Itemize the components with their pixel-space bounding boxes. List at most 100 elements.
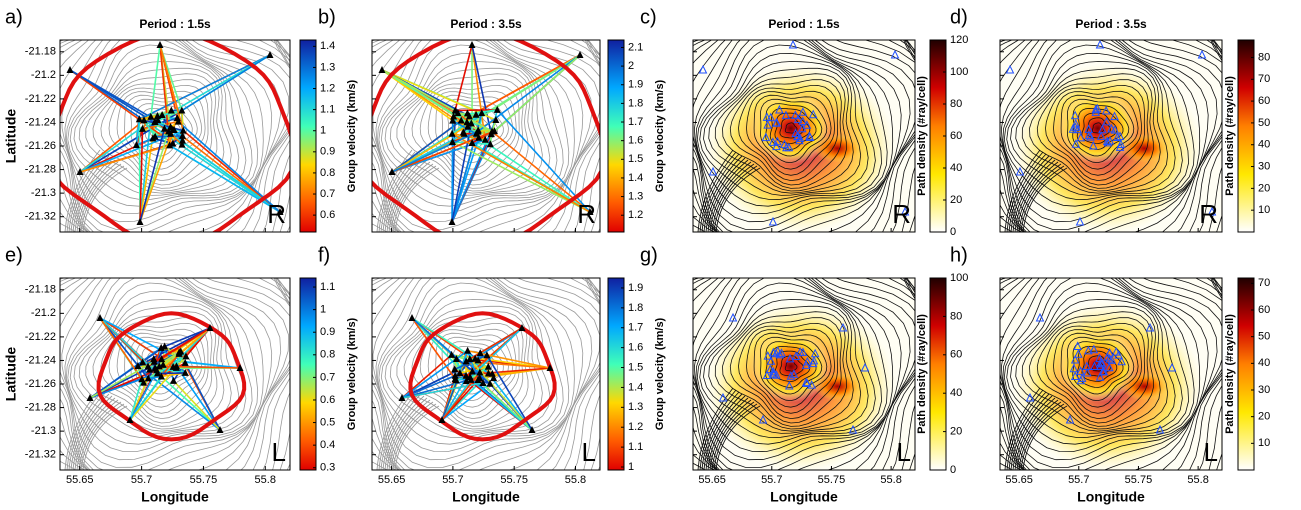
plot-frame — [999, 39, 1223, 233]
plot-frame — [59, 277, 291, 471]
colorbar-tick-label: 20 — [1258, 182, 1270, 194]
contour — [60, 278, 290, 470]
contour — [130, 98, 198, 164]
contour — [389, 299, 543, 432]
coast-contour — [713, 403, 758, 470]
contour — [722, 311, 847, 427]
colorbar-tick-label: 0.5 — [320, 416, 335, 428]
plot-frame — [371, 277, 601, 471]
ray-path — [381, 69, 497, 121]
coast-contour — [1022, 167, 1068, 232]
ray-path — [451, 133, 591, 213]
station — [763, 120, 772, 129]
contour — [389, 61, 543, 194]
contour — [1002, 278, 1195, 453]
coast-contour — [701, 391, 740, 470]
contour — [696, 278, 883, 445]
coast-contour — [386, 159, 428, 232]
contour — [696, 40, 883, 207]
ray-path — [154, 121, 281, 213]
contour — [372, 278, 584, 468]
contour — [753, 332, 832, 408]
colorbar-tick-label: 1.7 — [628, 322, 643, 334]
station — [769, 368, 778, 378]
contour — [746, 328, 835, 414]
coast-contour — [1014, 397, 1056, 470]
contour — [1021, 67, 1161, 192]
map-area — [60, 278, 290, 470]
station — [139, 124, 147, 132]
contour — [1060, 332, 1139, 408]
station — [448, 218, 456, 225]
station — [457, 116, 465, 124]
station — [1069, 363, 1079, 373]
contour — [372, 40, 584, 230]
station — [586, 208, 594, 215]
contour — [714, 67, 854, 192]
colorbar-tick-label: 0.8 — [320, 349, 335, 361]
station — [216, 426, 224, 433]
station — [1114, 349, 1123, 359]
x-tick-label: 55.75 — [818, 474, 846, 486]
station — [1070, 354, 1080, 364]
contour — [738, 84, 838, 182]
station — [803, 356, 812, 366]
coast-contour — [74, 159, 116, 232]
station — [780, 139, 789, 149]
coast-contour — [1018, 163, 1062, 232]
station — [789, 369, 799, 378]
station — [805, 131, 814, 140]
corner-label: R — [267, 199, 286, 229]
coverage-outline — [60, 40, 290, 232]
colorbar-label: Group velocity (km/s) — [346, 317, 358, 430]
density-secondary — [1120, 134, 1169, 163]
station — [452, 355, 460, 363]
colorbar-tick-label: 0 — [950, 226, 956, 238]
contour — [61, 40, 273, 230]
contour — [699, 44, 876, 201]
station — [772, 117, 782, 127]
contour — [693, 278, 894, 461]
station — [178, 140, 186, 148]
panel-title: Period : 3.5s — [450, 17, 522, 31]
station — [160, 124, 168, 132]
contour — [714, 305, 854, 430]
contour — [703, 52, 869, 196]
ray-path — [391, 119, 462, 173]
contour — [380, 44, 558, 201]
ray-path — [452, 119, 477, 135]
corner-label: R — [892, 199, 911, 229]
colorbar-tick-label: 1.5 — [628, 361, 643, 373]
ray-path — [148, 375, 162, 380]
coast-contour — [1012, 157, 1053, 232]
station — [781, 110, 791, 120]
station — [1070, 371, 1080, 381]
station — [151, 118, 159, 126]
ray-path — [496, 109, 591, 213]
x-tick-label: 55.75 — [500, 474, 528, 486]
station — [134, 362, 142, 370]
contour — [1000, 278, 1201, 461]
ray-path — [411, 317, 457, 381]
colorbar — [299, 39, 317, 233]
colorbar-tick-label: 1.1 — [628, 441, 643, 453]
plot-frame — [692, 277, 916, 471]
coast-contour — [1016, 399, 1059, 470]
contour — [1045, 84, 1145, 182]
station — [456, 369, 464, 377]
coast-contour — [76, 161, 119, 232]
station — [1065, 414, 1075, 424]
map-area — [1000, 278, 1222, 470]
colorbar-label: Path density (#ray/cell) — [916, 314, 928, 434]
station — [468, 41, 476, 48]
station — [236, 364, 244, 371]
coast-contour — [384, 157, 425, 232]
colorbar-tick-label: 40 — [1258, 139, 1270, 151]
station — [448, 350, 456, 358]
coast-contour — [394, 167, 440, 232]
station — [1103, 137, 1113, 147]
y-tick-label: -21.28 — [25, 163, 56, 175]
station — [96, 314, 104, 321]
station — [698, 64, 708, 74]
coast-contour — [711, 401, 755, 470]
